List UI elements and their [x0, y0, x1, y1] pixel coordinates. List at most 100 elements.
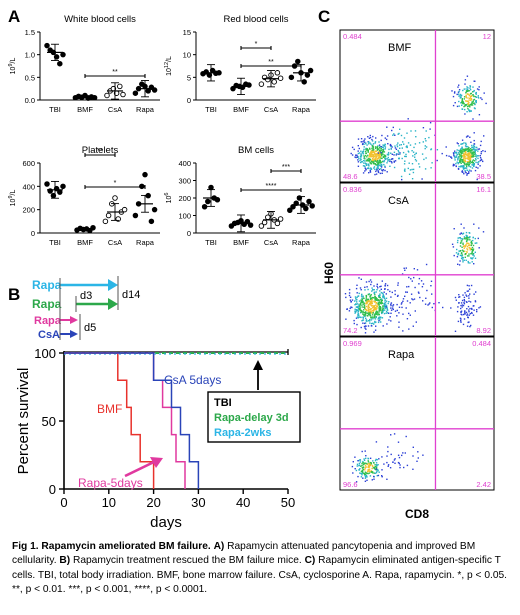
- survival-x-tick-label: 20: [146, 495, 160, 510]
- quadrant-lr-value: 8.92: [476, 326, 491, 335]
- data-point: [288, 74, 295, 81]
- y-axis-label: 109/L: [8, 190, 17, 207]
- data-point: [301, 79, 307, 85]
- chart-title: Red blood cells: [224, 14, 289, 25]
- y-tick-label: 5: [187, 73, 191, 82]
- y-tick-label: 200: [22, 206, 35, 215]
- flow-ylabel: H60: [322, 262, 336, 284]
- data-point: [60, 51, 66, 58]
- quadrant-ur-value: 16.1: [476, 185, 491, 194]
- legend-rapa-delay: Rapa-delay 3d: [214, 412, 289, 424]
- survival-y-label: Percent survival: [15, 368, 32, 475]
- data-point: [44, 181, 50, 187]
- flow-plot-bmf: 0.484 12 48.6 38.5 BMF: [339, 29, 495, 183]
- data-point: [265, 76, 271, 83]
- y-tick-label: 0: [31, 229, 35, 238]
- arrowhead-rapa-2wks: [108, 279, 118, 291]
- quadrant-lr-value: 2.42: [476, 480, 491, 489]
- category-label: Rapa: [292, 105, 311, 114]
- y-tick-label: 0: [187, 229, 191, 238]
- data-point: [247, 222, 254, 228]
- annotation-csa-5days: CsA 5days: [164, 373, 221, 387]
- caption-a-label: A): [213, 541, 225, 552]
- flow-plot-frame: [339, 336, 495, 491]
- category-label: TBI: [205, 105, 217, 114]
- y-tick-label: 10: [183, 51, 191, 60]
- category-label: TBI: [205, 238, 217, 247]
- survival-legend-box: [207, 391, 301, 443]
- flow-plot-rapa: 0.969 0.484 96.6 2.42 Rapa: [339, 336, 495, 491]
- schedule-label-d3: d3: [80, 290, 92, 302]
- schedule-rapa-3: Rapa: [34, 315, 62, 327]
- quadrant-ul-value: 0.969: [343, 339, 362, 348]
- flow-plot-label: CsA: [388, 195, 409, 207]
- caption-b-text: Rapamycin treatment rescued the BM failu…: [72, 555, 302, 567]
- panel-label-a: A: [8, 7, 20, 26]
- category-label: CsA: [108, 238, 122, 247]
- arrowhead-csa-5days: [70, 330, 78, 338]
- caption-c-label: C): [304, 555, 316, 567]
- flow-events: [351, 433, 424, 483]
- caption-a-text: Rapamycin attenuated pancytopenia and im…: [12, 541, 476, 567]
- y-tick-label: 100: [178, 212, 191, 221]
- y-tick-label: 0.5: [25, 73, 35, 82]
- y-tick-label: 15: [183, 28, 191, 37]
- chart-red-blood-cells: Red blood cells 0 5 10 15 1012/L TBI BMF CsA Rapa…: [164, 14, 316, 114]
- flow-events: [350, 75, 487, 181]
- data-point: [132, 212, 139, 219]
- chart-title: White blood cells: [64, 14, 136, 25]
- quadrant-ll-value: 74.2: [343, 326, 358, 335]
- panel-label-b: B: [8, 285, 20, 304]
- data-point: [60, 183, 66, 190]
- data-point: [132, 90, 139, 96]
- data-point: [201, 203, 208, 210]
- data-point: [303, 205, 309, 212]
- schedule-rapa-2: Rapa: [32, 297, 62, 311]
- survival-x-tick-label: 40: [236, 495, 250, 510]
- arrow-to-rapa-curve: [124, 459, 157, 478]
- category-label: Rapa: [136, 238, 155, 247]
- y-tick-label: 1.5: [25, 28, 35, 37]
- data-point: [274, 220, 281, 227]
- data-point: [307, 67, 314, 74]
- quadrant-ll-value: 48.6: [343, 172, 358, 181]
- flow-events: [344, 223, 485, 334]
- chart-title: BM cells: [238, 145, 274, 156]
- data-point: [121, 206, 128, 213]
- category-label: Rapa: [136, 105, 155, 114]
- caption-b-label: B): [59, 555, 71, 567]
- data-point: [205, 198, 211, 205]
- category-label: CsA: [108, 105, 122, 114]
- significance-stars: *: [255, 41, 258, 48]
- y-tick-label: 200: [178, 194, 191, 203]
- data-point: [304, 72, 311, 78]
- data-point: [277, 216, 284, 222]
- category-label: TBI: [49, 238, 61, 247]
- significance-stars: **: [97, 148, 103, 155]
- survival-x-tick-label: 50: [281, 495, 295, 510]
- arrowhead-rapa-5days: [70, 316, 78, 324]
- flow-plot-csa: 0.836 16.1 74.2 8.92 CsA: [339, 182, 495, 337]
- significance-stars: **: [112, 69, 118, 76]
- panel-label-c: C: [318, 7, 330, 26]
- quadrant-ll-value: 96.6: [343, 480, 358, 489]
- data-point: [105, 212, 112, 219]
- category-label: BMF: [233, 105, 249, 114]
- survival-y-tick-label: 50: [42, 414, 56, 429]
- arrowhead-to-rapa-curve: [150, 457, 163, 468]
- quadrant-lr-value: 38.5: [476, 172, 491, 181]
- y-tick-label: 1.0: [25, 51, 35, 60]
- survival-x-tick-label: 30: [191, 495, 205, 510]
- data-point: [274, 70, 281, 76]
- quadrant-ur-value: 0.484: [472, 339, 491, 348]
- y-axis-label: 106: [164, 193, 173, 204]
- survival-x-tick-label: 0: [60, 495, 67, 510]
- data-point: [261, 219, 268, 226]
- data-point: [287, 207, 293, 213]
- schedule-label-d5: d5: [84, 322, 96, 334]
- y-tick-label: 0.0: [25, 96, 35, 105]
- chart-white-blood-cells: White blood cells 0.0 0.5 1.0 1.5 109/L TBI BMF…: [8, 14, 160, 114]
- data-point: [295, 58, 301, 65]
